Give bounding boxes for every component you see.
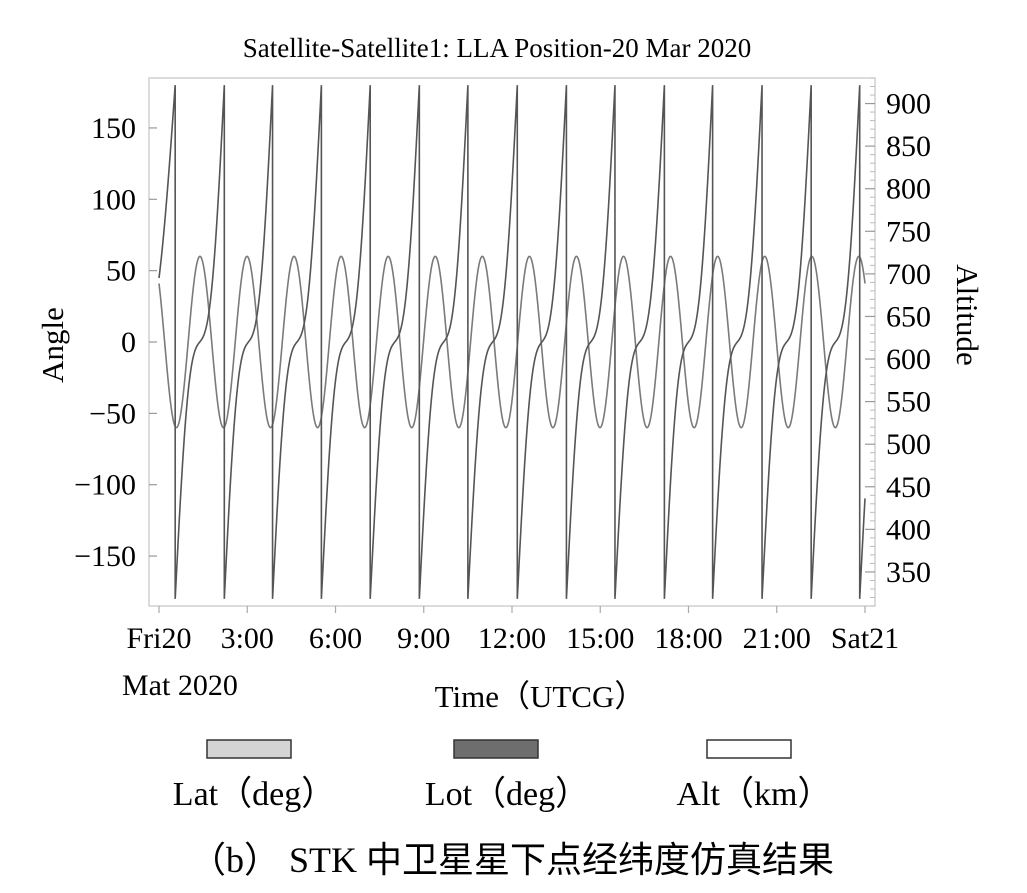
right-y-tick-label: 650 (886, 300, 931, 333)
right-y-tick-label: 850 (886, 130, 931, 163)
x-axis-sublabel: Mat 2020 (122, 669, 238, 702)
left-y-tick-label: 150 (91, 112, 136, 145)
right-y-tick-label: 600 (886, 343, 931, 376)
y-axis-label-left: Angle (35, 307, 70, 383)
right-y-tick-label: 350 (886, 556, 931, 589)
legend-label-lat: Lat（deg） (173, 775, 335, 813)
left-y-tick-label: −150 (74, 540, 136, 573)
x-tick-label: 12:00 (478, 622, 546, 655)
legend-swatch-lot (453, 739, 539, 759)
x-tick-label: 21:00 (743, 622, 811, 655)
legend: Lat（deg） Lot（deg） Alt（km） (173, 739, 832, 813)
left-y-tick-label: −50 (89, 397, 136, 430)
x-axis-label: Time（UTCG） (435, 679, 646, 714)
x-tick-label: 15:00 (566, 622, 634, 655)
x-tick-label: 18:00 (654, 622, 722, 655)
series-layer (158, 85, 866, 599)
chart-title: Satellite-Satellite1: LLA Position-20 Ma… (243, 33, 751, 63)
left-y-tick-label: 100 (91, 183, 136, 216)
series-line-lat (158, 255, 866, 429)
x-tick-label: Fri20 (126, 622, 191, 655)
right-y-tick-label: 400 (886, 513, 931, 546)
y-axis-label-right: Altitude (950, 264, 985, 366)
legend-label-alt: Alt（km） (677, 775, 832, 813)
left-y-tick-label: 0 (121, 326, 136, 359)
left-y-tick-label: −100 (74, 469, 136, 502)
x-tick-label: 6:00 (309, 622, 362, 655)
x-tick-label: Sat21 (831, 622, 899, 655)
series-line-lot (158, 85, 866, 599)
right-y-tick-label: 750 (886, 215, 931, 248)
legend-label-lot: Lot（deg） (425, 775, 589, 813)
right-y-ticks: 900 850 800 750 700 650 600 550 500 450 400 350 (865, 77, 931, 607)
right-y-tick-label: 450 (886, 471, 931, 504)
x-tick-label: 3:00 (221, 622, 274, 655)
legend-item-lat: Lat（deg） (173, 739, 335, 813)
left-y-tick-label: 50 (106, 255, 136, 288)
right-y-tick-label: 500 (886, 428, 931, 461)
right-y-tick-label: 700 (886, 258, 931, 291)
legend-item-alt: Alt（km） (677, 739, 832, 813)
x-tick-label: 9:00 (397, 622, 450, 655)
legend-swatch-alt (706, 739, 792, 759)
right-y-tick-label: 900 (886, 88, 931, 121)
right-y-tick-label: 800 (886, 173, 931, 206)
legend-item-lot: Lot（deg） (425, 739, 589, 813)
legend-swatch-lat (206, 739, 292, 759)
right-y-tick-label: 550 (886, 386, 931, 419)
figure-caption: （b） STK 中卫星星下点经纬度仿真结果 (190, 840, 834, 880)
left-y-ticks: 150 100 50 0 −50 −100 −150 (74, 112, 157, 573)
x-ticks: Fri20 3:00 6:00 9:00 12:00 15:00 18:00 21:00 Sat… (126, 606, 899, 655)
